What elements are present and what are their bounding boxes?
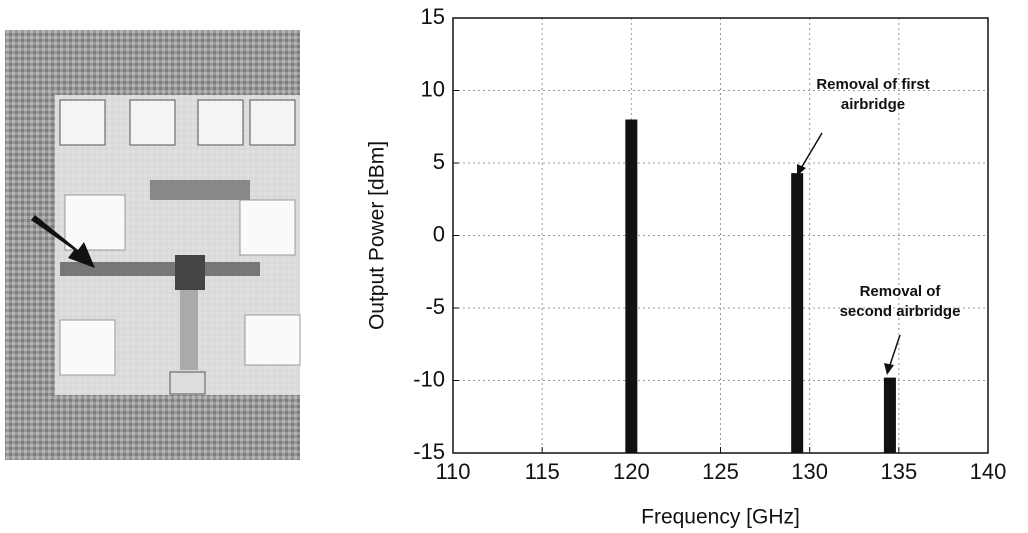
x-tick-label: 130 xyxy=(791,459,828,484)
plot-frame xyxy=(452,17,989,454)
x-tick-label: 110 xyxy=(435,459,470,484)
annotation-arrowhead xyxy=(797,164,806,176)
y-tick-label: 15 xyxy=(421,4,445,29)
y-tick-label: 0 xyxy=(433,221,445,246)
chip-photo xyxy=(5,30,301,460)
x-tick-label: 135 xyxy=(880,459,917,484)
x-tick-label: 125 xyxy=(702,459,739,484)
annotation-arrow xyxy=(799,132,823,171)
y-tick-label: -5 xyxy=(425,294,445,319)
y-tick-label: -10 xyxy=(413,366,445,391)
bar xyxy=(883,377,896,453)
bar xyxy=(625,119,638,453)
annotation: Removal of xyxy=(860,283,942,300)
annotation-arrow xyxy=(888,334,901,369)
y-axis-label: Output Power [dBm] xyxy=(366,141,389,330)
bar xyxy=(791,173,804,453)
x-tick-label: 120 xyxy=(613,459,650,484)
annotation: second airbridge xyxy=(840,303,961,320)
x-tick-label: 140 xyxy=(970,459,1007,484)
annotation: Removal of first xyxy=(816,76,929,93)
plot-area: -15 -10 -5 0 5 10 15 110 115 120 125 130 135 140 Frequ… xyxy=(366,4,1007,529)
annotation-arrowhead xyxy=(884,363,894,375)
annotation: airbridge xyxy=(841,96,905,113)
y-tick-label: -15 xyxy=(413,439,445,464)
y-tick-label: 5 xyxy=(433,149,445,174)
y-tick-label: 10 xyxy=(421,76,445,101)
x-tick-label: 115 xyxy=(525,459,560,484)
x-axis-label: Frequency [GHz] xyxy=(641,506,800,529)
